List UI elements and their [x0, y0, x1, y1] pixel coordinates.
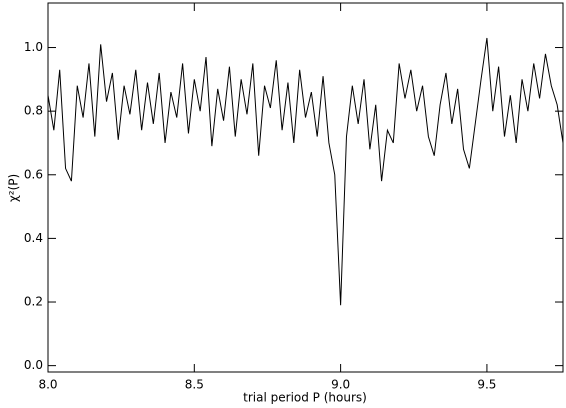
y-tick-label: 0.6 [24, 167, 43, 181]
x-axis-label: trial period P (hours) [243, 391, 367, 405]
y-tick-label: 0.0 [24, 358, 43, 372]
y-tick-label: 0.8 [24, 104, 43, 118]
y-tick-label: 0.4 [24, 231, 43, 245]
x-tick-label: 9.5 [477, 378, 496, 392]
y-tick-label: 1.0 [24, 40, 43, 54]
x-tick-label: 8.5 [185, 378, 204, 392]
x-tick-label: 8.0 [38, 378, 57, 392]
y-axis-label: χ²(P) [7, 174, 21, 202]
plot-frame [47, 2, 564, 373]
data-line [47, 37, 564, 306]
y-tick-label: 0.2 [24, 295, 43, 309]
x-tick-label: 9.0 [331, 378, 350, 392]
